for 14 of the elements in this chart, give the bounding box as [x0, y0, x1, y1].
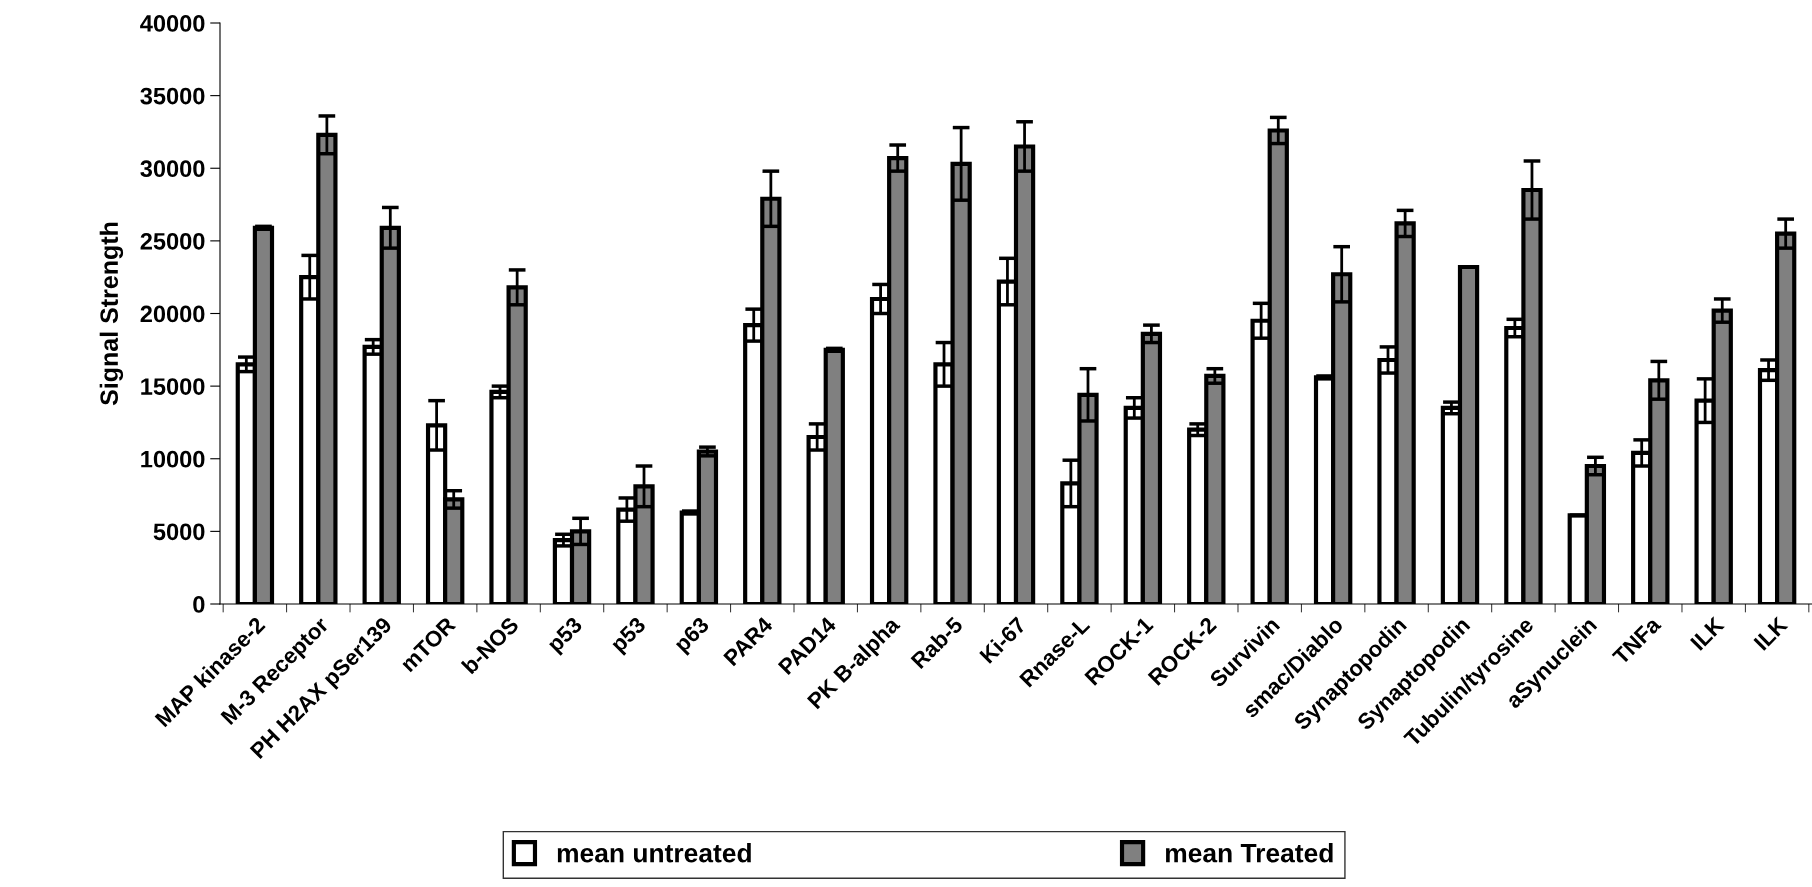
y-tick-label: 5000	[153, 523, 205, 541]
y-axis-title: Signal Strength	[99, 222, 124, 406]
y-tick-label: 35000	[140, 87, 205, 105]
y-tick-label: 15000	[141, 378, 205, 395]
y-tick-label: 0	[193, 596, 205, 613]
y-tick-label: 10000	[141, 450, 205, 468]
legend-label: mean untreated	[557, 843, 751, 863]
y-tick-label: 40000	[140, 15, 205, 32]
y-tick-label: 20000	[140, 305, 205, 323]
legend-label: mean Treated	[1165, 843, 1333, 863]
y-tick-label: 25000	[140, 232, 205, 250]
y-tick-label: 30000	[140, 160, 205, 178]
x-tick-label: ILK	[1753, 615, 1789, 651]
x-tick-label: ILK	[1690, 615, 1725, 651]
